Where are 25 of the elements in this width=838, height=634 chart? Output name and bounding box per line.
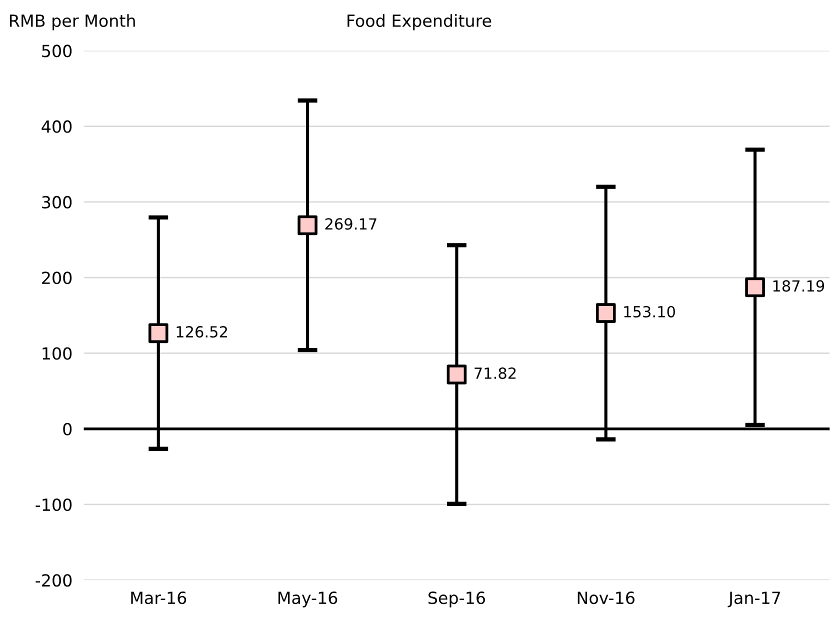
x-tick-label: Jan-17 xyxy=(728,592,780,608)
data-label: 153.10 xyxy=(624,306,675,318)
data-label: 126.52 xyxy=(176,326,227,338)
y-axis-title: RMB per Month xyxy=(10,14,135,30)
y-tick-label: 300 xyxy=(42,196,72,209)
y-tick-label: 500 xyxy=(42,44,72,58)
point xyxy=(148,323,168,344)
x-tick-label: Mar-16 xyxy=(131,592,186,604)
x-tick-label: May-16 xyxy=(278,592,338,608)
data-label: 269.17 xyxy=(325,218,376,230)
y-tick-label: 400 xyxy=(42,120,72,133)
point xyxy=(596,303,616,323)
x-tick-label: Sep-16 xyxy=(428,592,485,608)
y-tick-label: -100 xyxy=(36,498,72,512)
x-tick-label: Nov-16 xyxy=(578,592,634,604)
point xyxy=(298,215,318,236)
y-tick-label: 100 xyxy=(42,347,72,360)
y-tick-label: 200 xyxy=(42,272,72,284)
y-tick-label: 0 xyxy=(63,422,72,436)
chart-title: Food Expenditure xyxy=(348,14,492,30)
data-label: 187.19 xyxy=(773,280,824,292)
point xyxy=(446,364,467,384)
y-tick-label: -200 xyxy=(36,574,72,587)
data-label: 71.82 xyxy=(474,367,516,379)
point xyxy=(745,277,765,298)
